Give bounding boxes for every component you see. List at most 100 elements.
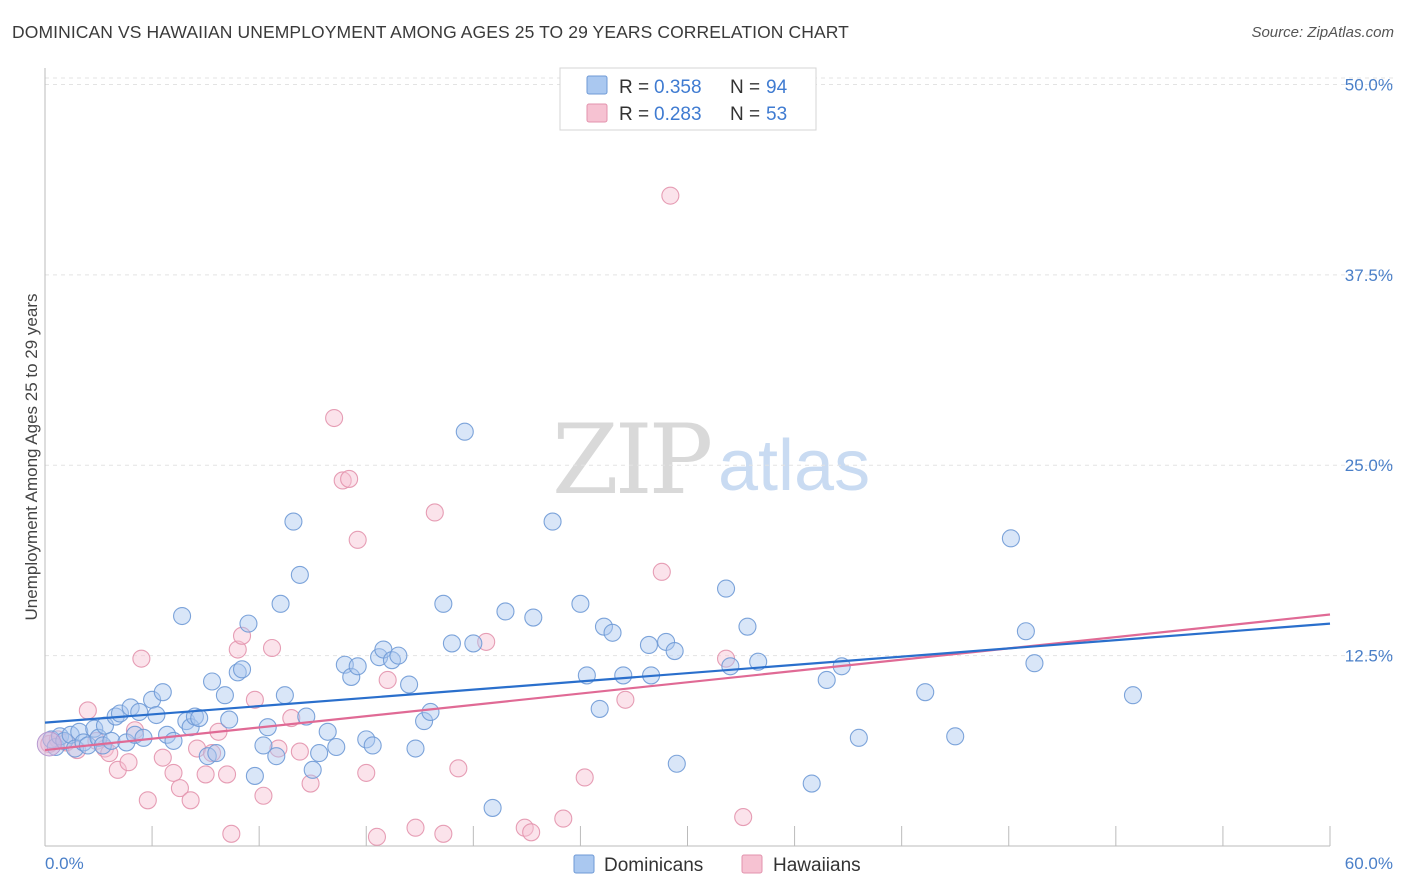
data-point — [667, 754, 686, 773]
data-point — [363, 736, 382, 755]
trend-line-hawaiians — [44, 613, 1331, 752]
data-point — [738, 617, 757, 636]
y-tick-label: 37.5% — [1345, 266, 1393, 285]
data-point — [70, 722, 89, 741]
data-point — [554, 809, 573, 828]
data-point — [196, 765, 215, 784]
legend-n-value-hawaiians: 53 — [766, 104, 787, 125]
y-tick-label: 25.0% — [1345, 456, 1393, 475]
data-point — [245, 766, 264, 785]
data-point — [318, 722, 337, 741]
data-point — [415, 712, 434, 731]
data-point — [333, 471, 352, 490]
data-point — [220, 710, 239, 729]
data-point — [269, 739, 288, 758]
data-point — [78, 701, 97, 720]
data-point — [382, 651, 402, 670]
data-point — [522, 823, 541, 842]
bottom-legend-swatch-dominicans — [573, 854, 595, 874]
data-point — [442, 634, 461, 653]
source-credit: Source: ZipAtlas.com — [1251, 24, 1394, 41]
bottom-legend-hawaiians: Hawaiians — [773, 855, 861, 876]
legend-n-label-hawaiians: N = — [730, 104, 760, 125]
data-point — [284, 512, 303, 531]
series-hawaiians-points — [40, 186, 753, 846]
data-point — [543, 512, 562, 531]
data-point — [173, 606, 192, 626]
data-point — [721, 657, 740, 676]
legend-r-value-hawaiians: 0.283 — [654, 104, 702, 125]
y-axis-tick-labels: 12.5% 25.0% 37.5% 50.0% — [1345, 75, 1393, 665]
data-point — [817, 670, 836, 690]
data-point — [515, 818, 534, 837]
data-point — [170, 779, 189, 798]
bottom-legend: Dominicans Hawaiians — [573, 854, 861, 876]
data-point — [325, 408, 344, 428]
data-point — [153, 683, 172, 702]
data-point — [119, 753, 138, 772]
data-point — [639, 635, 659, 655]
data-point — [275, 686, 294, 705]
data-point — [406, 739, 425, 758]
watermark-atlas: atlas — [718, 426, 870, 506]
data-point — [85, 719, 104, 738]
data-point — [603, 623, 622, 642]
data-point — [130, 702, 149, 722]
data-point — [164, 763, 183, 782]
y-tick-label: 12.5% — [1345, 647, 1393, 666]
data-point — [102, 731, 121, 750]
data-point — [590, 699, 609, 718]
data-point — [217, 765, 237, 784]
legend-swatch-dominicans — [586, 75, 608, 95]
legend-n-label-dominicans: N = — [730, 77, 760, 98]
data-point — [1025, 654, 1044, 673]
bottom-legend-swatch-hawaiians — [741, 854, 763, 874]
data-point — [203, 672, 222, 691]
legend-r-label-hawaiians: R = — [619, 104, 649, 125]
data-point — [262, 638, 282, 658]
x-tick-label-min: 0.0% — [45, 854, 84, 873]
data-point — [1016, 622, 1035, 641]
data-point — [215, 686, 234, 705]
data-point — [290, 742, 309, 761]
data-point — [665, 641, 684, 661]
x-axis-ticks — [44, 826, 1331, 846]
data-point — [303, 760, 322, 779]
series-dominicans-points — [36, 422, 1143, 817]
data-point — [434, 594, 453, 613]
data-point — [297, 707, 316, 726]
data-point — [716, 579, 736, 598]
data-point — [849, 728, 868, 747]
data-point — [496, 602, 515, 621]
trend-line-dominicans — [44, 622, 1331, 724]
data-point — [434, 824, 453, 843]
data-point — [348, 530, 367, 549]
data-point — [245, 690, 264, 709]
legend-r-value-dominicans: 0.358 — [654, 77, 702, 98]
data-point — [271, 594, 290, 613]
data-point — [222, 824, 241, 843]
data-point — [483, 798, 502, 817]
data-point — [108, 760, 127, 779]
trend-lines — [44, 613, 1331, 752]
data-point — [138, 791, 157, 810]
data-point — [340, 469, 359, 488]
data-point — [357, 763, 376, 782]
data-point — [228, 640, 247, 659]
data-point — [181, 791, 200, 810]
data-point — [571, 594, 590, 613]
data-point — [389, 646, 408, 665]
x-tick-label-max: 60.0% — [1345, 854, 1393, 873]
y-tick-label: 50.0% — [1345, 75, 1393, 94]
data-point — [734, 808, 753, 827]
data-point — [616, 690, 635, 709]
data-point — [342, 667, 361, 686]
data-point — [310, 744, 329, 763]
data-point — [802, 774, 821, 793]
chart-title: DOMINICAN VS HAWAIIAN UNEMPLOYMENT AMONG… — [12, 22, 849, 42]
gridlines — [45, 77, 1393, 657]
data-point — [400, 675, 419, 694]
y-axis-label: Unemployment Among Ages 25 to 29 years — [22, 294, 41, 621]
data-point — [406, 818, 425, 837]
